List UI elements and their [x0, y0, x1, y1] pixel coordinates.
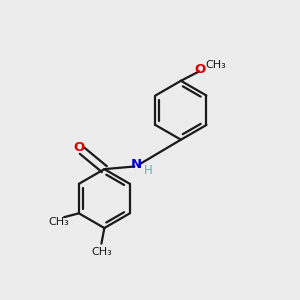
Text: CH₃: CH₃ — [205, 60, 226, 70]
Text: N: N — [131, 158, 142, 171]
Text: H: H — [144, 164, 152, 176]
Text: O: O — [194, 63, 206, 76]
Text: O: O — [73, 141, 84, 154]
Text: CH₃: CH₃ — [91, 247, 112, 256]
Text: CH₃: CH₃ — [48, 217, 69, 226]
